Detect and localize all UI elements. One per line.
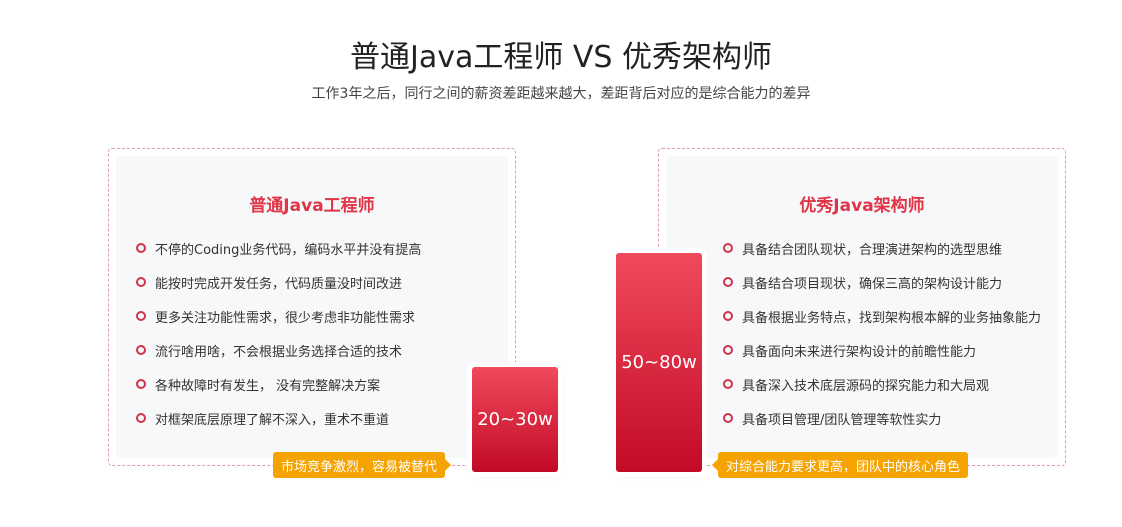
item-text: 具备面向未来进行架构设计的前瞻性能力 bbox=[742, 344, 977, 360]
bullet-circle-icon bbox=[136, 243, 146, 253]
list-item: 流行啥用啥，不会根据业务选择合适的技术 bbox=[136, 333, 421, 367]
item-text: 各种故障时有发生， 没有完整解决方案 bbox=[155, 378, 381, 394]
item-text: 能按时完成开发任务，代码质量没时间改进 bbox=[155, 276, 403, 292]
trait-list: 不停的Coding业务代码，编码水平并没有提高 能按时完成开发任务，代码质量没时间… bbox=[136, 231, 421, 435]
bullet-circle-icon bbox=[136, 345, 146, 355]
page-subtitle: 工作3年之后，同行之间的薪资差距越来越大，差距背后对应的是综合能力的差异 bbox=[311, 86, 811, 102]
architect-tag: 对综合能力要求更高，团队中的核心角色 bbox=[711, 452, 969, 478]
item-text: 不停的Coding业务代码，编码水平并没有提高 bbox=[155, 242, 422, 258]
item-text: 更多关注功能性需求，很少考虑非功能性需求 bbox=[155, 310, 416, 326]
page-title: 普通Java工程师 VS 优秀架构师 bbox=[349, 40, 772, 75]
list-item: 更多关注功能性需求，很少考虑非功能性需求 bbox=[136, 299, 421, 333]
item-text: 对框架底层原理了解不深入，重术不重道 bbox=[155, 412, 390, 428]
card-title: 普通Java工程师 bbox=[249, 196, 375, 216]
list-item: 具备根据业务特点，找到架构根本解的业务抽象能力 bbox=[723, 299, 1041, 333]
bullet-circle-icon bbox=[723, 345, 733, 355]
architect-card: 优秀Java架构师 具备结合团队现状，合理演进架构的选型思维 具备结合项目现状，确… bbox=[658, 148, 1066, 466]
list-item: 不停的Coding业务代码，编码水平并没有提高 bbox=[136, 231, 421, 265]
ordinary-tag: 市场竞争激烈，容易被替代 bbox=[273, 452, 452, 478]
list-item: 能按时完成开发任务，代码质量没时间改进 bbox=[136, 265, 421, 299]
bullet-circle-icon bbox=[136, 379, 146, 389]
list-item: 具备结合团队现状，合理演进架构的选型思维 bbox=[723, 231, 1041, 265]
item-text: 具备深入技术底层源码的探究能力和大局观 bbox=[742, 378, 990, 394]
list-item: 具备面向未来进行架构设计的前瞻性能力 bbox=[723, 333, 1041, 367]
bullet-circle-icon bbox=[136, 413, 146, 423]
bullet-circle-icon bbox=[136, 311, 146, 321]
item-text: 具备项目管理/团队管理等软性实力 bbox=[742, 412, 942, 428]
list-item: 对框架底层原理了解不深入，重术不重道 bbox=[136, 401, 421, 435]
trait-list: 具备结合团队现状，合理演进架构的选型思维 具备结合项目现状，确保三高的架构设计能力… bbox=[723, 231, 1041, 435]
bullet-circle-icon bbox=[723, 379, 733, 389]
card-title: 优秀Java架构师 bbox=[799, 196, 925, 216]
item-text: 具备根据业务特点，找到架构根本解的业务抽象能力 bbox=[742, 310, 1042, 326]
list-item: 各种故障时有发生， 没有完整解决方案 bbox=[136, 367, 421, 401]
list-item: 具备深入技术底层源码的探究能力和大局观 bbox=[723, 367, 1041, 401]
item-text: 流行啥用啥，不会根据业务选择合适的技术 bbox=[155, 344, 403, 360]
salary-bar-ordinary: 20~30w bbox=[472, 367, 558, 472]
bullet-circle-icon bbox=[723, 413, 733, 423]
list-item: 具备项目管理/团队管理等软性实力 bbox=[723, 401, 1041, 435]
bullet-circle-icon bbox=[723, 311, 733, 321]
ordinary-engineer-card: 普通Java工程师 不停的Coding业务代码，编码水平并没有提高 能按时完成开发… bbox=[108, 148, 516, 466]
salary-bar-architect: 50~80w bbox=[616, 253, 702, 472]
item-text: 具备结合项目现状，确保三高的架构设计能力 bbox=[742, 276, 1003, 292]
item-text: 具备结合团队现状，合理演进架构的选型思维 bbox=[742, 242, 1003, 258]
bullet-circle-icon bbox=[723, 243, 733, 253]
list-item: 具备结合项目现状，确保三高的架构设计能力 bbox=[723, 265, 1041, 299]
bullet-circle-icon bbox=[136, 277, 146, 287]
bullet-circle-icon bbox=[723, 277, 733, 287]
